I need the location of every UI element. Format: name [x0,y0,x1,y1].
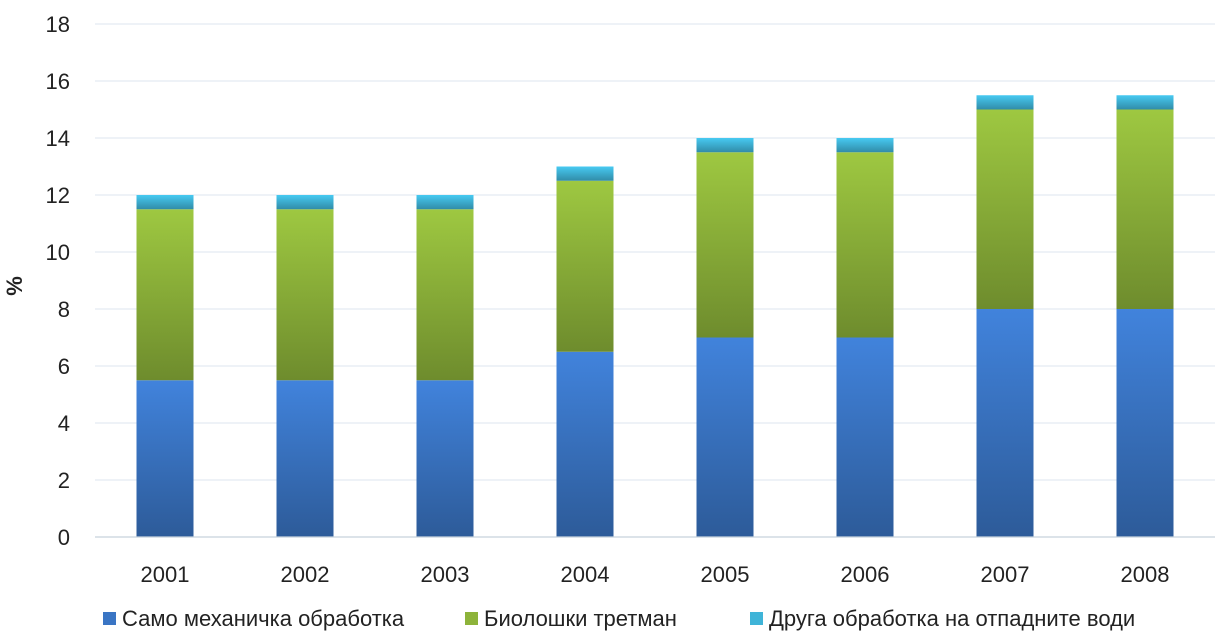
bar-segment-2003-s3 [416,195,474,210]
legend-item: Биолошки третман [465,606,677,631]
bar-segment-2001-s2 [136,209,194,381]
legend-swatch [465,612,478,625]
axes: % 0 2 4 6 8 10 12 14 16 18 2001 2002 2003 2004 2005 200… [2,12,1215,587]
x-tick-label: 2003 [421,562,470,587]
bar-segment-2002-s3 [276,195,334,210]
bar-segment-2003-s1 [416,380,474,537]
bar-segment-2005-s3 [696,138,754,153]
y-tick-label: 0 [58,525,70,550]
bars [136,95,1174,537]
bar-segment-2003-s2 [416,209,474,381]
x-tick-label: 2002 [281,562,330,587]
y-tick-label: 14 [46,126,70,151]
bar-segment-2001-s3 [136,195,194,210]
x-tick-label: 2004 [561,562,610,587]
bar-segment-2007-s2 [976,109,1034,309]
y-tick-label: 10 [46,240,70,265]
bar-segment-2006-s2 [836,152,894,338]
x-tick-label: 2001 [141,562,190,587]
legend-swatch [103,612,116,625]
y-tick-label: 4 [58,411,70,436]
legend-label: Биолошки третман [484,606,677,631]
gridlines [95,23,1215,481]
legend-swatch [750,612,763,625]
y-tick-label: 18 [46,12,70,37]
bar-segment-2002-s2 [276,209,334,381]
legend-item: Само механичка обработка [103,606,405,631]
bar-segment-2001-s1 [136,380,194,537]
bar-segment-2008-s1 [1116,309,1174,537]
bar-segment-2005-s2 [696,152,754,338]
y-tick-label: 6 [58,354,70,379]
y-axis-title: % [2,276,27,296]
x-tick-label: 2008 [1121,562,1170,587]
bar-segment-2004-s3 [556,166,614,181]
bar-segment-2004-s1 [556,351,614,537]
y-tick-label: 16 [46,69,70,94]
bar-segment-2008-s3 [1116,95,1174,110]
bar-segment-2007-s3 [976,95,1034,110]
bar-segment-2006-s1 [836,337,894,537]
bar-segment-2006-s3 [836,138,894,153]
bar-segment-2008-s2 [1116,109,1174,309]
legend-label: Само механичка обработка [122,606,405,631]
y-tick-label: 2 [58,468,70,493]
y-tick-label: 8 [58,297,70,322]
y-tick-label: 12 [46,183,70,208]
x-tick-label: 2006 [841,562,890,587]
bar-segment-2007-s1 [976,309,1034,537]
bar-segment-2004-s2 [556,180,614,352]
legend: Само механичка обработка Биолошки третман… [103,606,1135,631]
x-tick-label: 2005 [701,562,750,587]
x-tick-label: 2007 [981,562,1030,587]
bar-segment-2005-s1 [696,337,754,537]
legend-label: Друга обработка на отпадните води [769,606,1135,631]
legend-item: Друга обработка на отпадните води [750,606,1135,631]
bar-segment-2002-s1 [276,380,334,537]
